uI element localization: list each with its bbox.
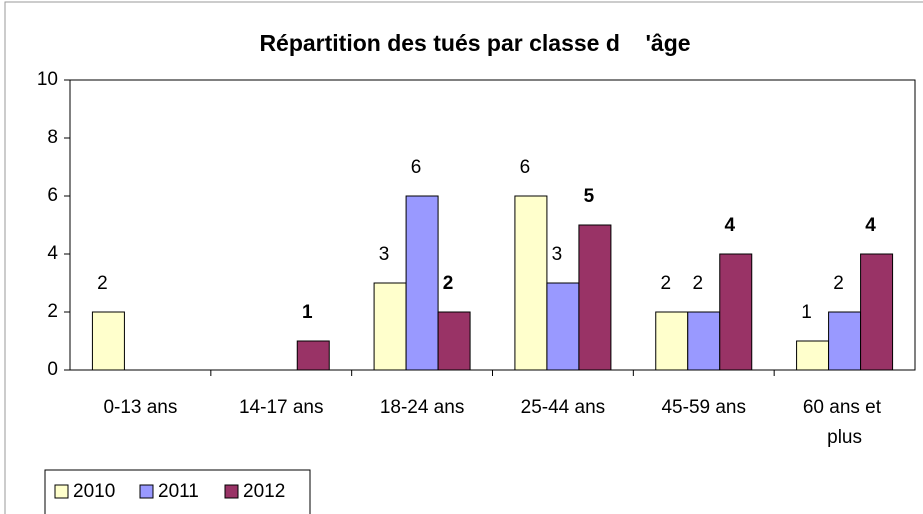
data-label: 3: [379, 244, 390, 265]
bar: [719, 253, 753, 371]
bar: [860, 253, 894, 371]
chart-title: Répartition des tués par classe d 'âge: [259, 30, 690, 56]
x-tick-label: 45-59 ans: [661, 397, 746, 418]
legend-swatch: [139, 484, 154, 499]
bar: [546, 282, 580, 371]
data-label: 3: [552, 244, 563, 265]
bar: [91, 311, 125, 371]
legend-label: 2010: [73, 481, 115, 502]
data-label: 2: [443, 273, 454, 294]
bar: [437, 311, 471, 371]
y-tick-label: 0: [47, 359, 58, 380]
bar: [796, 340, 830, 371]
y-tick-label: 8: [47, 127, 58, 148]
x-tick-label: 0-13 ans: [103, 397, 177, 418]
y-tick-label: 6: [47, 185, 58, 206]
bar: [578, 224, 612, 371]
x-tick-label: 18-24 ans: [380, 397, 465, 418]
data-label: 4: [724, 215, 735, 236]
data-label: 1: [801, 302, 812, 323]
legend-label: 2012: [243, 481, 285, 502]
data-label: 6: [520, 157, 531, 178]
legend-box: [44, 469, 311, 514]
y-tick-label: 2: [47, 301, 58, 322]
bar: [828, 311, 862, 371]
x-tick-label: 25-44 ans: [521, 397, 606, 418]
data-label: 2: [833, 273, 844, 294]
bar: [687, 311, 721, 371]
data-label: 1: [302, 302, 313, 323]
plot-area: [69, 79, 916, 371]
x-tick-label: 14-17 ans: [239, 397, 324, 418]
legend-swatch: [54, 484, 69, 499]
data-label: 5: [584, 186, 595, 207]
bar: [514, 195, 548, 371]
data-label: 6: [411, 157, 422, 178]
bar: [373, 282, 407, 371]
bar: [405, 195, 439, 371]
data-label: 2: [97, 273, 108, 294]
data-label: 4: [865, 215, 876, 236]
x-tick-label: 60 ans et plus: [803, 397, 886, 448]
y-tick-label: 4: [47, 243, 58, 264]
bar: [296, 340, 330, 371]
bar: [655, 311, 689, 371]
data-label: 2: [692, 273, 703, 294]
y-tick-label: 10: [37, 69, 58, 90]
legend-swatch: [224, 484, 239, 499]
data-label: 2: [660, 273, 671, 294]
legend-label: 2011: [158, 481, 199, 502]
